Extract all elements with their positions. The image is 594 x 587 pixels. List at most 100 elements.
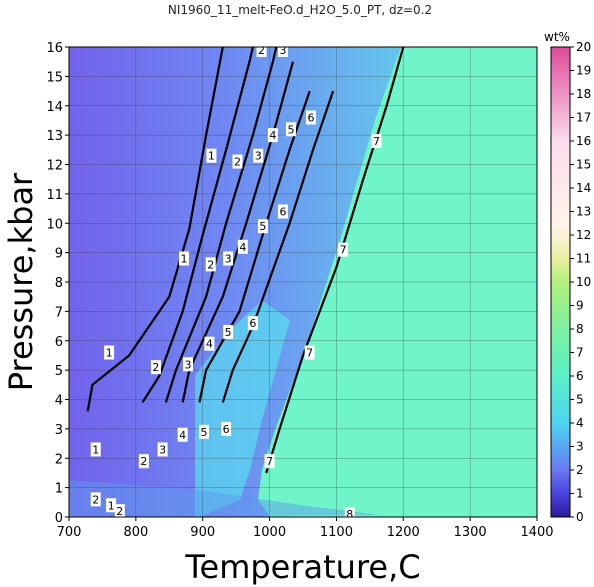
contour-label-box bbox=[157, 442, 168, 457]
contour-label: 7 bbox=[373, 135, 380, 148]
contour-label-box bbox=[221, 421, 232, 436]
contour-label: 3 bbox=[185, 358, 192, 371]
contour-label-box bbox=[199, 424, 210, 439]
contour-line-2 bbox=[141, 47, 254, 403]
contour-label-box bbox=[177, 427, 188, 442]
x-tick-label: 1400 bbox=[520, 525, 553, 540]
contour-label-box bbox=[205, 257, 216, 272]
contour-label: 4 bbox=[206, 338, 213, 351]
contour-label: 4 bbox=[239, 241, 246, 254]
colorbar-tick-label: 10 bbox=[576, 275, 591, 289]
colorbar-tick-label: 17 bbox=[576, 111, 591, 125]
contour-label-box bbox=[150, 360, 161, 375]
contour-label-box bbox=[264, 454, 275, 469]
contour-label: 4 bbox=[179, 429, 186, 442]
contour-label: 5 bbox=[287, 123, 294, 136]
contour-label-box bbox=[183, 357, 194, 372]
contour-label: 4 bbox=[269, 129, 276, 142]
contour-label: 2 bbox=[152, 361, 159, 374]
colorbar-tick-label: 0 bbox=[576, 510, 584, 524]
contour-label-box bbox=[204, 336, 215, 351]
contour-label: 5 bbox=[201, 426, 208, 439]
y-tick-label: 0 bbox=[55, 511, 63, 526]
contour-label-box bbox=[338, 242, 349, 257]
y-tick-label: 15 bbox=[46, 70, 63, 85]
contour-label: 1 bbox=[106, 347, 113, 360]
y-tick-label: 1 bbox=[55, 482, 63, 497]
y-tick-label: 7 bbox=[55, 305, 63, 320]
contour-label: 1 bbox=[92, 443, 99, 456]
contour-label: 7 bbox=[306, 347, 313, 360]
colorbar-tick-label: 3 bbox=[576, 440, 584, 454]
y-tick-label: 10 bbox=[46, 217, 63, 232]
contour-label-box bbox=[247, 316, 258, 331]
y-tick-label: 2 bbox=[55, 452, 63, 467]
contour-label-box bbox=[306, 110, 317, 125]
contour-label-box bbox=[114, 504, 125, 517]
contour-label-box bbox=[267, 128, 278, 143]
colorbar-tick-label: 19 bbox=[576, 64, 591, 78]
colorbar-tick-label: 11 bbox=[576, 252, 591, 266]
x-axis-title: Temperature,C bbox=[184, 548, 420, 586]
contour-label-box bbox=[256, 47, 267, 57]
contour-label-box bbox=[232, 154, 243, 169]
y-tick-label: 14 bbox=[46, 100, 63, 115]
colorbar-tick-label: 7 bbox=[576, 346, 584, 360]
colorbar-tick-label: 12 bbox=[576, 228, 591, 242]
colorbar-tick-label: 6 bbox=[576, 369, 584, 383]
contour-label: 8 bbox=[346, 508, 353, 521]
y-tick-label: 13 bbox=[46, 129, 63, 144]
x-tick-label: 1100 bbox=[320, 525, 353, 540]
contour-label: 2 bbox=[258, 44, 265, 57]
colorbar-tick-label: 5 bbox=[576, 393, 584, 407]
y-tick-label: 3 bbox=[55, 423, 63, 438]
colorbar-tick-label: 4 bbox=[576, 416, 584, 430]
x-tick-label: 1300 bbox=[454, 525, 487, 540]
y-tick-label: 5 bbox=[55, 364, 63, 379]
contour-label-box bbox=[253, 148, 264, 163]
mid-wt-band bbox=[195, 300, 290, 517]
contour-label: 6 bbox=[279, 206, 286, 219]
x-tick-label: 1000 bbox=[253, 525, 286, 540]
colorbar-tick-label: 14 bbox=[576, 181, 591, 195]
chart-title: NI1960_11_melt-FeO.d_H2O_5.0_PT, dz=0.2 bbox=[168, 3, 432, 17]
contour-label: 5 bbox=[225, 326, 232, 339]
y-tick-label: 11 bbox=[46, 188, 63, 203]
contour-line-3 bbox=[164, 47, 278, 403]
colorbar bbox=[550, 46, 571, 518]
y-axis-title: Pressure,kbar bbox=[2, 172, 40, 391]
contour-label-box bbox=[237, 239, 248, 254]
contour-label: 5 bbox=[259, 220, 266, 233]
contour-label: 7 bbox=[266, 455, 273, 468]
contour-label-box bbox=[285, 122, 296, 137]
contour-line-6 bbox=[221, 90, 335, 403]
x-tick-label: 900 bbox=[190, 525, 215, 540]
contour-label: 3 bbox=[159, 443, 166, 456]
colorbar-tick-label: 8 bbox=[576, 322, 584, 336]
low-pressure-band bbox=[69, 480, 380, 517]
contour-label-box bbox=[371, 134, 382, 148]
contour-label-box bbox=[304, 345, 315, 360]
colorbar-tick-label: 2 bbox=[576, 463, 584, 477]
contour-label: 3 bbox=[225, 253, 232, 266]
y-tick-label: 9 bbox=[55, 247, 63, 262]
contour-label: 1 bbox=[108, 499, 115, 512]
contour-label-box bbox=[178, 251, 189, 266]
x-tick-label: 700 bbox=[57, 525, 82, 540]
contour-label-box bbox=[106, 498, 117, 513]
y-tick-label: 12 bbox=[46, 159, 63, 174]
contour-label: 6 bbox=[223, 423, 230, 436]
contour-line-4 bbox=[181, 61, 295, 403]
contour-line-1 bbox=[86, 47, 224, 412]
contour-label: 3 bbox=[255, 150, 262, 163]
contour-label-box bbox=[206, 148, 217, 163]
contour-label: 2 bbox=[207, 258, 214, 271]
x-tick-label: 800 bbox=[123, 525, 148, 540]
contour-label-box bbox=[223, 251, 234, 266]
contour-label-box bbox=[257, 219, 268, 234]
contour-label: 7 bbox=[340, 244, 347, 257]
contours bbox=[86, 47, 405, 474]
colorbar-tick-label: 9 bbox=[576, 299, 584, 313]
contour-label-box bbox=[138, 454, 149, 469]
